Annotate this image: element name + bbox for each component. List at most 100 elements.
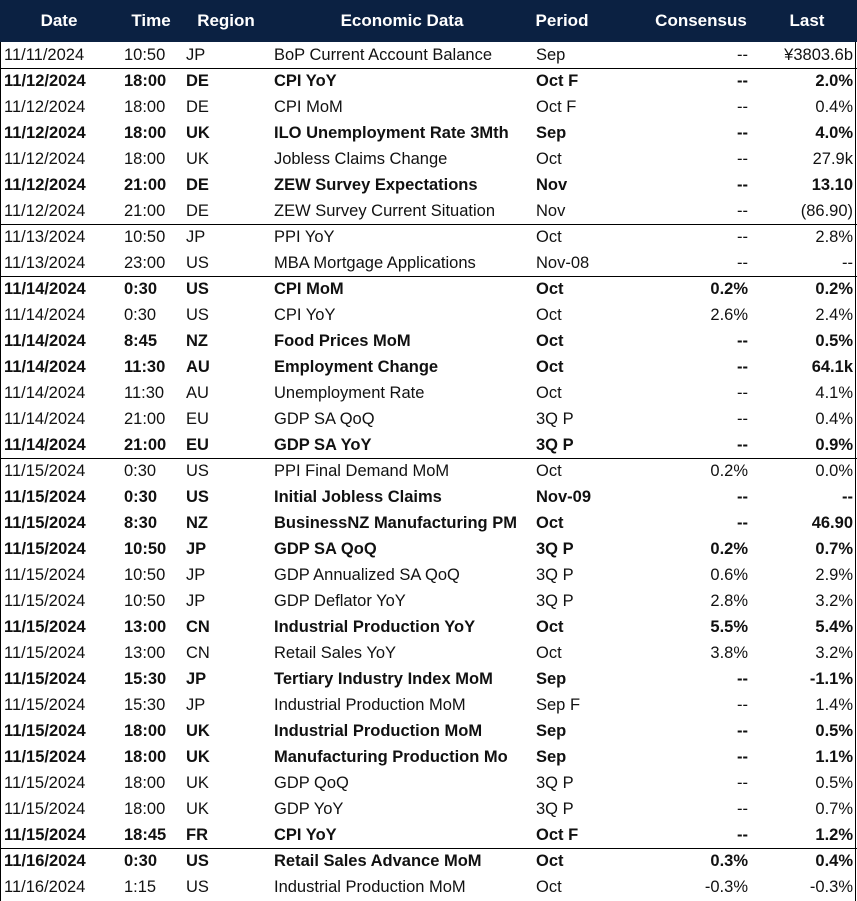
- cell-last: 0.7%: [815, 540, 853, 558]
- cell-economic-data: PPI Final Demand MoM: [274, 462, 450, 480]
- cell-region: JP: [186, 592, 206, 610]
- cell-time: 18:00: [124, 800, 166, 818]
- cell-time: 10:50: [124, 228, 166, 246]
- cell-region: US: [186, 280, 209, 298]
- cell-last: 0.4%: [815, 852, 853, 870]
- cell-period: Oct: [536, 618, 564, 636]
- cell-period: Nov-08: [536, 254, 590, 272]
- cell-period: Sep: [536, 722, 567, 740]
- cell-region: US: [186, 254, 209, 272]
- cell-economic-data: GDP QoQ: [274, 774, 349, 792]
- header-period: Period: [535, 11, 589, 30]
- cell-time: 21:00: [124, 176, 167, 194]
- cell-time: 1:15: [124, 878, 157, 896]
- cell-period: Oct F: [536, 98, 577, 116]
- cell-date: 11/12/2024: [4, 72, 86, 90]
- cell-time: 23:00: [124, 254, 166, 272]
- cell-period: 3Q P: [536, 410, 574, 428]
- cell-region: UK: [186, 800, 209, 818]
- cell-last: 27.9k: [812, 150, 853, 168]
- cell-period: Nov: [536, 176, 568, 194]
- cell-region: US: [186, 488, 209, 506]
- cell-consensus: --: [737, 748, 748, 766]
- cell-consensus: 0.6%: [710, 566, 748, 584]
- cell-time: 18:00: [124, 774, 166, 792]
- cell-last: 1.1%: [815, 748, 853, 766]
- cell-time: 18:00: [124, 98, 166, 116]
- cell-region: JP: [186, 228, 206, 246]
- cell-last: 3.2%: [815, 644, 853, 662]
- cell-region: UK: [186, 124, 210, 142]
- cell-consensus: --: [737, 46, 748, 64]
- cell-region: JP: [186, 540, 207, 558]
- cell-date: 11/15/2024: [4, 462, 86, 480]
- cell-date: 11/12/2024: [4, 150, 86, 168]
- cell-economic-data: GDP SA YoY: [274, 436, 372, 454]
- cell-economic-data: Industrial Production MoM: [274, 878, 466, 896]
- cell-period: Sep: [536, 748, 567, 766]
- cell-region: CN: [186, 644, 210, 662]
- cell-last: 46.90: [811, 514, 853, 532]
- cell-period: Oct: [536, 852, 564, 870]
- header-last: Last: [789, 11, 825, 30]
- cell-economic-data: PPI YoY: [274, 228, 335, 246]
- cell-consensus: --: [737, 384, 748, 402]
- cell-last: 3.2%: [815, 592, 853, 610]
- cell-region: US: [186, 306, 209, 324]
- cell-economic-data: Employment Change: [274, 358, 439, 376]
- cell-economic-data: Manufacturing Production Mo: [274, 748, 508, 766]
- cell-period: Sep: [536, 670, 567, 688]
- cell-time: 18:00: [124, 150, 166, 168]
- cell-last: 0.5%: [815, 774, 853, 792]
- cell-time: 10:50: [124, 566, 166, 584]
- cell-date: 11/16/2024: [4, 878, 86, 896]
- cell-last: --: [842, 488, 853, 506]
- cell-time: 13:00: [124, 618, 167, 636]
- cell-period: Oct: [536, 644, 562, 662]
- cell-time: 13:00: [124, 644, 166, 662]
- cell-economic-data: Industrial Production YoY: [274, 618, 476, 636]
- cell-last: 0.2%: [815, 280, 853, 298]
- cell-region: AU: [186, 384, 209, 402]
- cell-last: 2.9%: [815, 566, 853, 584]
- cell-period: Nov: [536, 202, 566, 220]
- header-date: Date: [40, 11, 78, 30]
- right-border: [855, 42, 856, 901]
- cell-time: 21:00: [124, 410, 166, 428]
- cell-consensus: --: [737, 826, 748, 844]
- cell-last: 13.10: [811, 176, 853, 194]
- cell-date: 11/15/2024: [4, 696, 86, 714]
- cell-region: NZ: [186, 332, 208, 350]
- cell-last: 4.1%: [815, 384, 853, 402]
- cell-region: JP: [186, 566, 206, 584]
- cell-time: 18:00: [124, 748, 167, 766]
- cell-consensus: 3.8%: [710, 644, 748, 662]
- cell-consensus: 2.8%: [710, 592, 748, 610]
- date-separator: [0, 224, 857, 225]
- cell-last: 0.7%: [815, 800, 853, 818]
- cell-time: 15:30: [124, 696, 166, 714]
- cell-region: NZ: [186, 514, 208, 532]
- cell-economic-data: Retail Sales YoY: [274, 644, 397, 662]
- cell-region: DE: [186, 72, 209, 90]
- cell-date: 11/14/2024: [4, 358, 86, 376]
- cell-economic-data: GDP Annualized SA QoQ: [274, 566, 460, 584]
- cell-region: US: [186, 878, 209, 896]
- cell-last: 1.2%: [815, 826, 853, 844]
- cell-region: CN: [186, 618, 210, 636]
- cell-economic-data: CPI MoM: [274, 280, 344, 298]
- cell-economic-data: GDP YoY: [274, 800, 344, 818]
- cell-period: Oct: [536, 228, 562, 246]
- cell-last: 0.9%: [815, 436, 853, 454]
- cell-consensus: --: [737, 514, 748, 532]
- cell-economic-data: GDP SA QoQ: [274, 410, 375, 428]
- cell-time: 0:30: [124, 306, 157, 324]
- cell-time: 0:30: [124, 488, 158, 506]
- cell-period: Nov-09: [536, 488, 592, 506]
- date-separator: [0, 68, 857, 69]
- cell-economic-data: Industrial Production MoM: [274, 696, 466, 714]
- cell-date: 11/12/2024: [4, 202, 86, 220]
- left-border: [0, 42, 1, 901]
- cell-region: US: [186, 852, 209, 870]
- cell-last: (86.90): [800, 202, 853, 220]
